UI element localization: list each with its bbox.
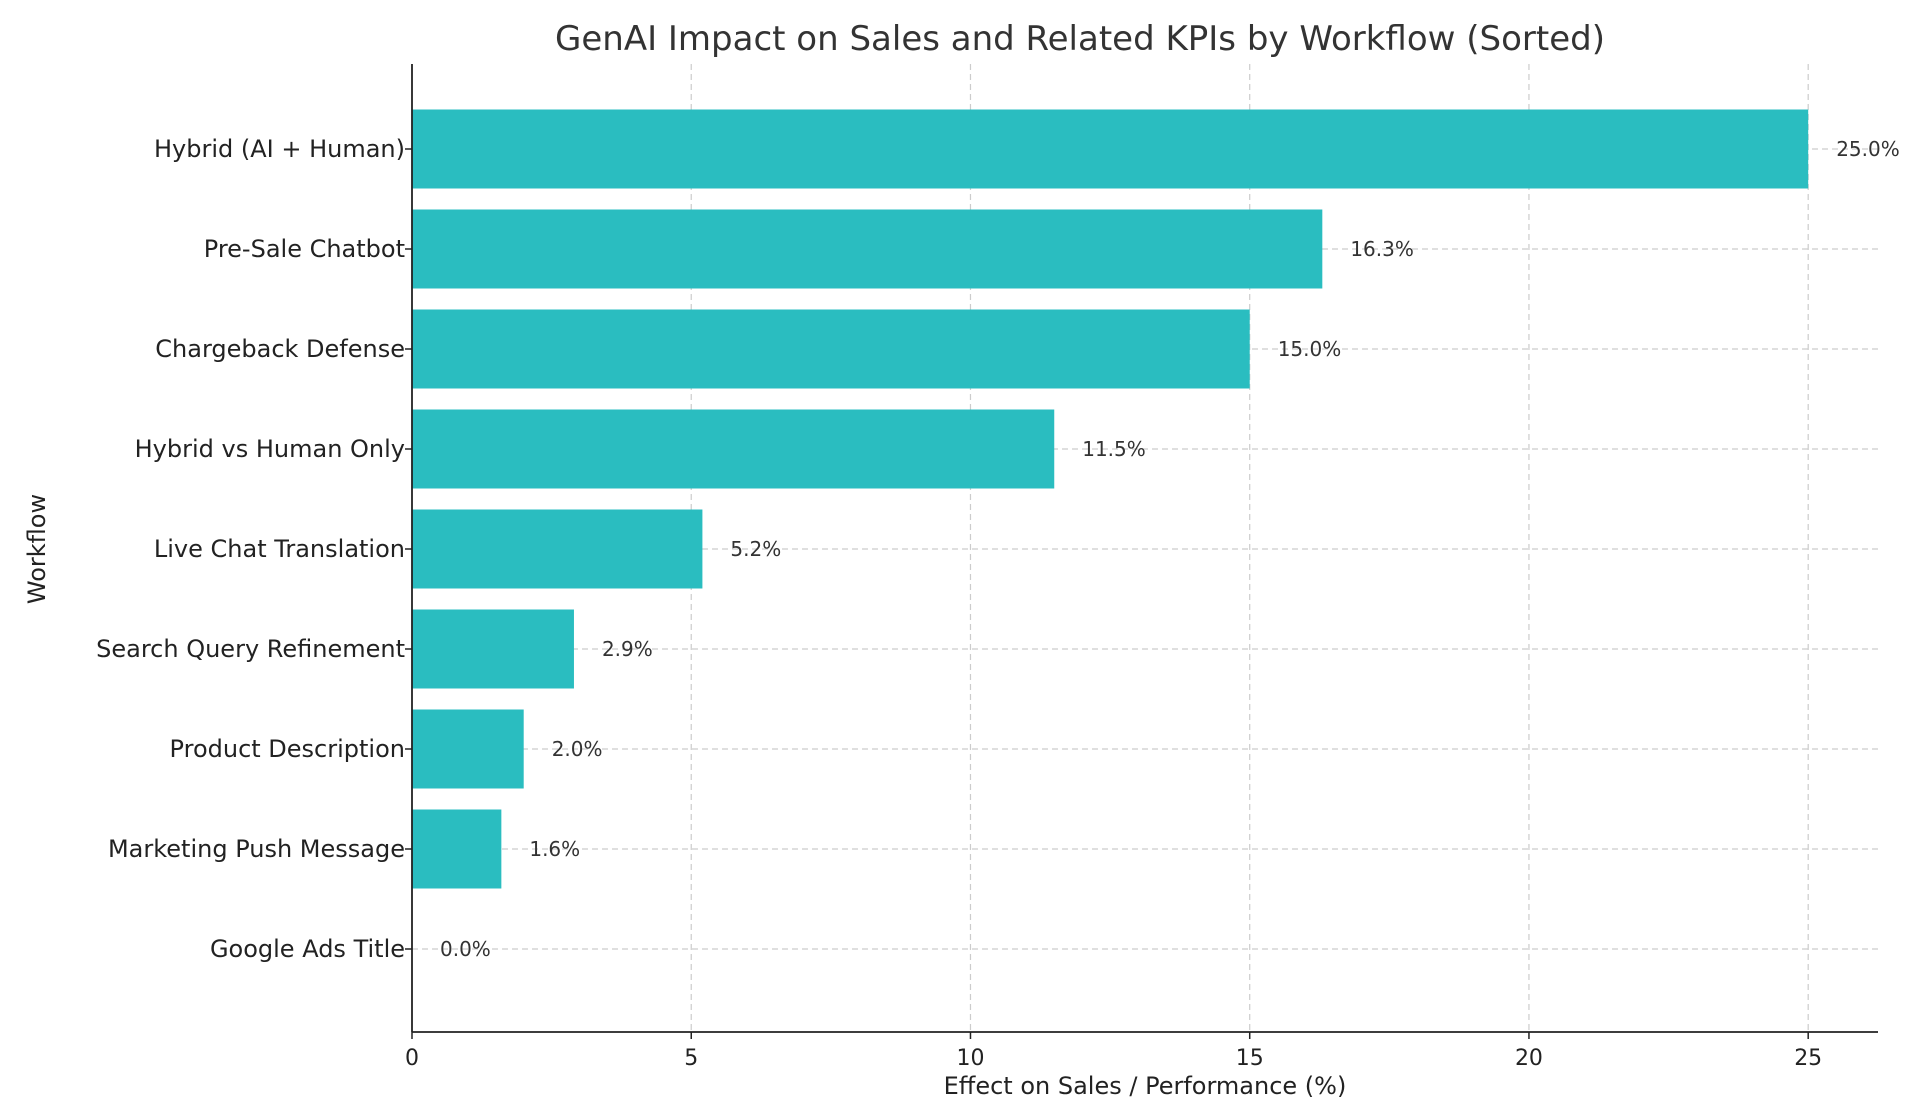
y-tick-label: Live Chat Translation — [154, 535, 405, 563]
x-tick-label: 5 — [684, 1046, 698, 1071]
bar — [412, 309, 1250, 389]
y-tick-label: Google Ads Title — [210, 935, 405, 963]
bar — [412, 409, 1055, 489]
bar — [412, 209, 1323, 289]
y-tick-label: Search Query Refinement — [96, 635, 405, 663]
y-tick-label: Hybrid vs Human Only — [135, 435, 405, 463]
bar — [412, 609, 574, 689]
bar — [412, 809, 502, 889]
chart-title: GenAI Impact on Sales and Related KPIs b… — [555, 19, 1605, 59]
data-label: 5.2% — [730, 537, 781, 561]
y-tick-label: Hybrid (AI + Human) — [154, 135, 405, 163]
data-label: 0.0% — [440, 937, 491, 961]
y-tick-label: Pre-Sale Chatbot — [204, 235, 405, 263]
x-tick-label: 0 — [405, 1046, 419, 1071]
data-label: 2.9% — [602, 637, 653, 661]
bar — [412, 509, 703, 589]
x-tick-label: 10 — [956, 1046, 984, 1071]
data-label: 11.5% — [1082, 437, 1146, 461]
data-label: 16.3% — [1350, 237, 1414, 261]
y-tick-label: Chargeback Defense — [155, 335, 405, 363]
bar — [412, 709, 524, 789]
bar — [412, 109, 1809, 189]
data-label: 2.0% — [552, 737, 603, 761]
y-axis-label: Workflow — [23, 494, 51, 604]
x-tick-label: 15 — [1236, 1046, 1264, 1071]
y-tick-label: Product Description — [170, 735, 405, 763]
x-tick-label: 25 — [1794, 1046, 1822, 1071]
x-axis-label: Effect on Sales / Performance (%) — [944, 1072, 1347, 1100]
data-label: 1.6% — [529, 837, 580, 861]
data-label: 25.0% — [1836, 137, 1900, 161]
x-tick-label: 20 — [1515, 1046, 1543, 1071]
data-label: 15.0% — [1278, 337, 1342, 361]
y-tick-label: Marketing Push Message — [108, 835, 405, 863]
